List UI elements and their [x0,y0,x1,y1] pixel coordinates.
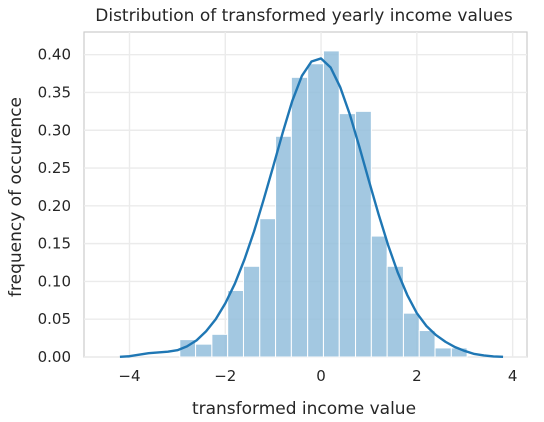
histogram-bar [242,265,261,358]
y-tick-label: 0.25 [38,159,71,177]
y-tick-label: 0.05 [38,310,71,328]
histogram-bar [275,135,292,358]
kde-curve [119,57,504,359]
kde-curve-group [119,57,504,359]
histogram-bar [211,333,229,358]
histogram-bar [434,347,452,358]
x-axis-label: transformed income value [192,399,416,419]
y-tick-label: 0.30 [38,121,71,139]
x-tick-label: 2 [412,367,422,385]
tick-labels: −4 −2 0 2 4 0.00 0.05 0.10 0.15 0.20 0.25 0.30 0.35 0… [38,46,518,385]
histogram-bar [338,113,357,358]
y-tick-label: 0.35 [38,83,71,101]
histogram-bar [418,330,436,358]
y-tick-label: 0.00 [38,348,71,366]
y-tick-label: 0.40 [38,46,71,64]
x-tick-label: 4 [508,367,518,385]
y-tick-label: 0.10 [38,272,71,290]
histogram-bars [179,50,468,358]
histogram-bar [322,50,340,358]
x-tick-label: −4 [118,367,140,385]
histogram-bar [370,235,388,358]
histogram-bar [259,218,277,358]
histogram-bar [290,76,309,358]
histogram-bar [355,110,372,358]
histogram-bar [195,343,213,358]
histogram-bar [227,289,244,358]
y-axis-label: frequency of occurence [6,97,26,297]
x-tick-label: −2 [214,367,236,385]
chart-title: Distribution of transformed yearly incom… [95,6,513,26]
histogram-bar [402,312,420,358]
y-tick-label: 0.20 [38,197,71,215]
x-tick-label: 0 [316,367,326,385]
y-tick-label: 0.15 [38,235,71,253]
histogram-bar [307,63,324,358]
